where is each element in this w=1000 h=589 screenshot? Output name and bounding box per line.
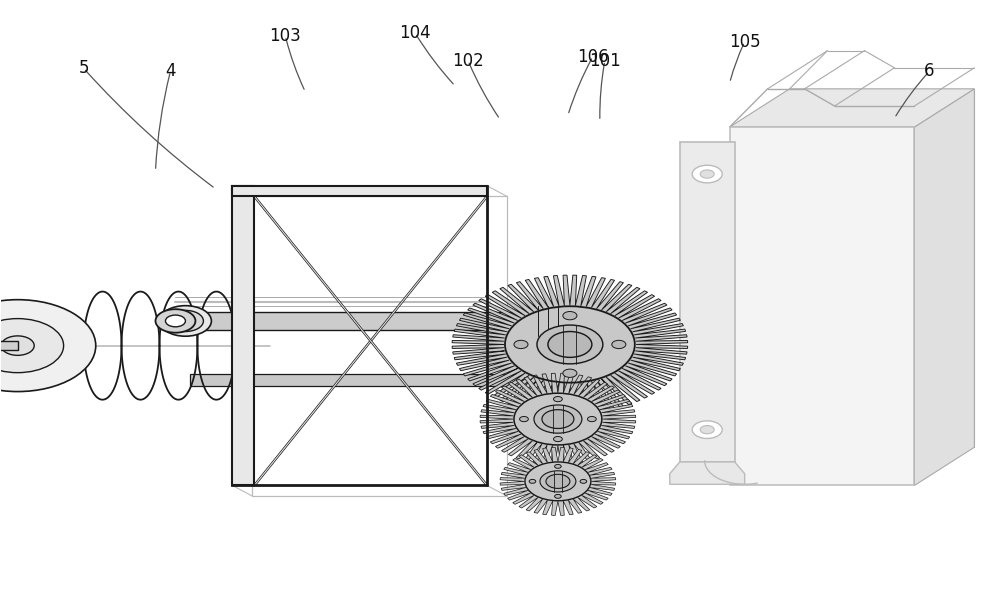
Polygon shape (670, 462, 745, 484)
Text: 5: 5 (78, 59, 89, 77)
Bar (190, 374, 560, 386)
Text: 6: 6 (924, 62, 935, 80)
Bar (0, 341, 18, 350)
Circle shape (514, 393, 602, 445)
Bar (232, 186, 254, 485)
Text: 4: 4 (165, 62, 176, 80)
Circle shape (555, 465, 561, 468)
Circle shape (1, 336, 34, 355)
Text: 101: 101 (589, 52, 621, 70)
Text: 105: 105 (729, 33, 760, 51)
Text: 102: 102 (452, 52, 484, 70)
Circle shape (563, 312, 577, 320)
Circle shape (548, 332, 592, 358)
Circle shape (540, 471, 576, 492)
Bar (232, 186, 487, 485)
Circle shape (0, 300, 96, 392)
Circle shape (580, 479, 587, 484)
Circle shape (520, 416, 528, 422)
Bar (175, 312, 570, 330)
Bar (680, 142, 735, 462)
Circle shape (700, 425, 714, 434)
Circle shape (563, 369, 577, 378)
Circle shape (537, 325, 603, 364)
Circle shape (546, 474, 570, 488)
Circle shape (167, 310, 203, 332)
Text: 106: 106 (577, 48, 609, 65)
Circle shape (542, 410, 574, 428)
Polygon shape (480, 373, 636, 465)
Bar (730, 127, 914, 485)
Circle shape (555, 494, 561, 498)
Text: 104: 104 (399, 24, 431, 42)
Circle shape (534, 405, 582, 433)
Circle shape (692, 421, 722, 438)
Bar (232, 186, 487, 196)
Polygon shape (790, 89, 974, 447)
Circle shape (155, 309, 195, 333)
Polygon shape (914, 89, 974, 485)
Polygon shape (730, 89, 974, 127)
Text: 103: 103 (269, 27, 301, 45)
Circle shape (529, 479, 536, 484)
Circle shape (700, 170, 714, 178)
Bar (530, 306, 568, 336)
Circle shape (525, 462, 591, 501)
Polygon shape (500, 447, 616, 515)
Circle shape (587, 416, 596, 422)
Circle shape (159, 306, 211, 336)
Circle shape (554, 436, 562, 442)
Circle shape (692, 166, 722, 183)
Circle shape (612, 340, 626, 349)
Circle shape (165, 315, 185, 327)
Circle shape (514, 340, 528, 349)
Bar (252, 196, 507, 496)
Circle shape (554, 396, 562, 402)
Circle shape (505, 306, 635, 383)
Circle shape (0, 319, 64, 373)
Polygon shape (452, 275, 688, 413)
